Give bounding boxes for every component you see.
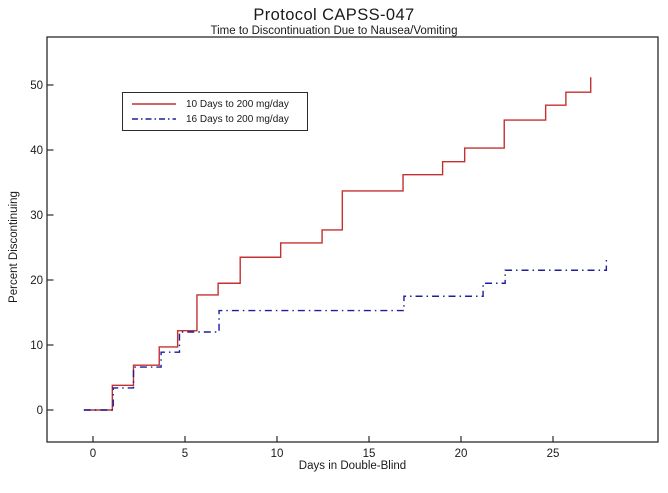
legend-label-series-1: 10 Days to 200 mg/day xyxy=(186,98,289,110)
x-tick-label: 5 xyxy=(182,448,188,460)
legend-row-series-2: 16 Days to 200 mg/day xyxy=(132,113,307,126)
legend-line-sample-solid-icon xyxy=(132,103,176,105)
x-axis-title: Days in Double-Blind xyxy=(298,460,407,472)
y-tick-label: 10 xyxy=(30,340,43,352)
y-tick-label: 40 xyxy=(30,145,43,157)
y-tick-label: 50 xyxy=(30,80,43,92)
x-tick-label: 20 xyxy=(455,448,468,460)
x-tick-label: 10 xyxy=(271,448,284,460)
y-tick-label: 0 xyxy=(37,405,43,417)
x-tick-label: 15 xyxy=(363,448,376,460)
legend-label-series-2: 16 Days to 200 mg/day xyxy=(186,113,289,125)
x-tick-label: 25 xyxy=(547,448,560,460)
chart-title: Protocol CAPSS-047 xyxy=(253,6,415,24)
x-tick-label: 0 xyxy=(90,448,96,460)
legend-row-series-1: 10 Days to 200 mg/day xyxy=(132,98,307,111)
legend-line-sample-dashdot-icon xyxy=(132,118,176,120)
chart-subtitle: Time to Discontinuation Due to Nausea/Vo… xyxy=(210,25,458,37)
y-tick-label: 20 xyxy=(30,275,43,287)
legend: 10 Days to 200 mg/day 16 Days to 200 mg/… xyxy=(122,92,308,131)
y-tick-label: 30 xyxy=(30,210,43,222)
plot-frame xyxy=(46,36,659,443)
series-line-solid xyxy=(83,77,592,411)
series-line-dashdot xyxy=(83,257,608,411)
y-axis-title: Percent Discontinuing xyxy=(8,191,20,303)
